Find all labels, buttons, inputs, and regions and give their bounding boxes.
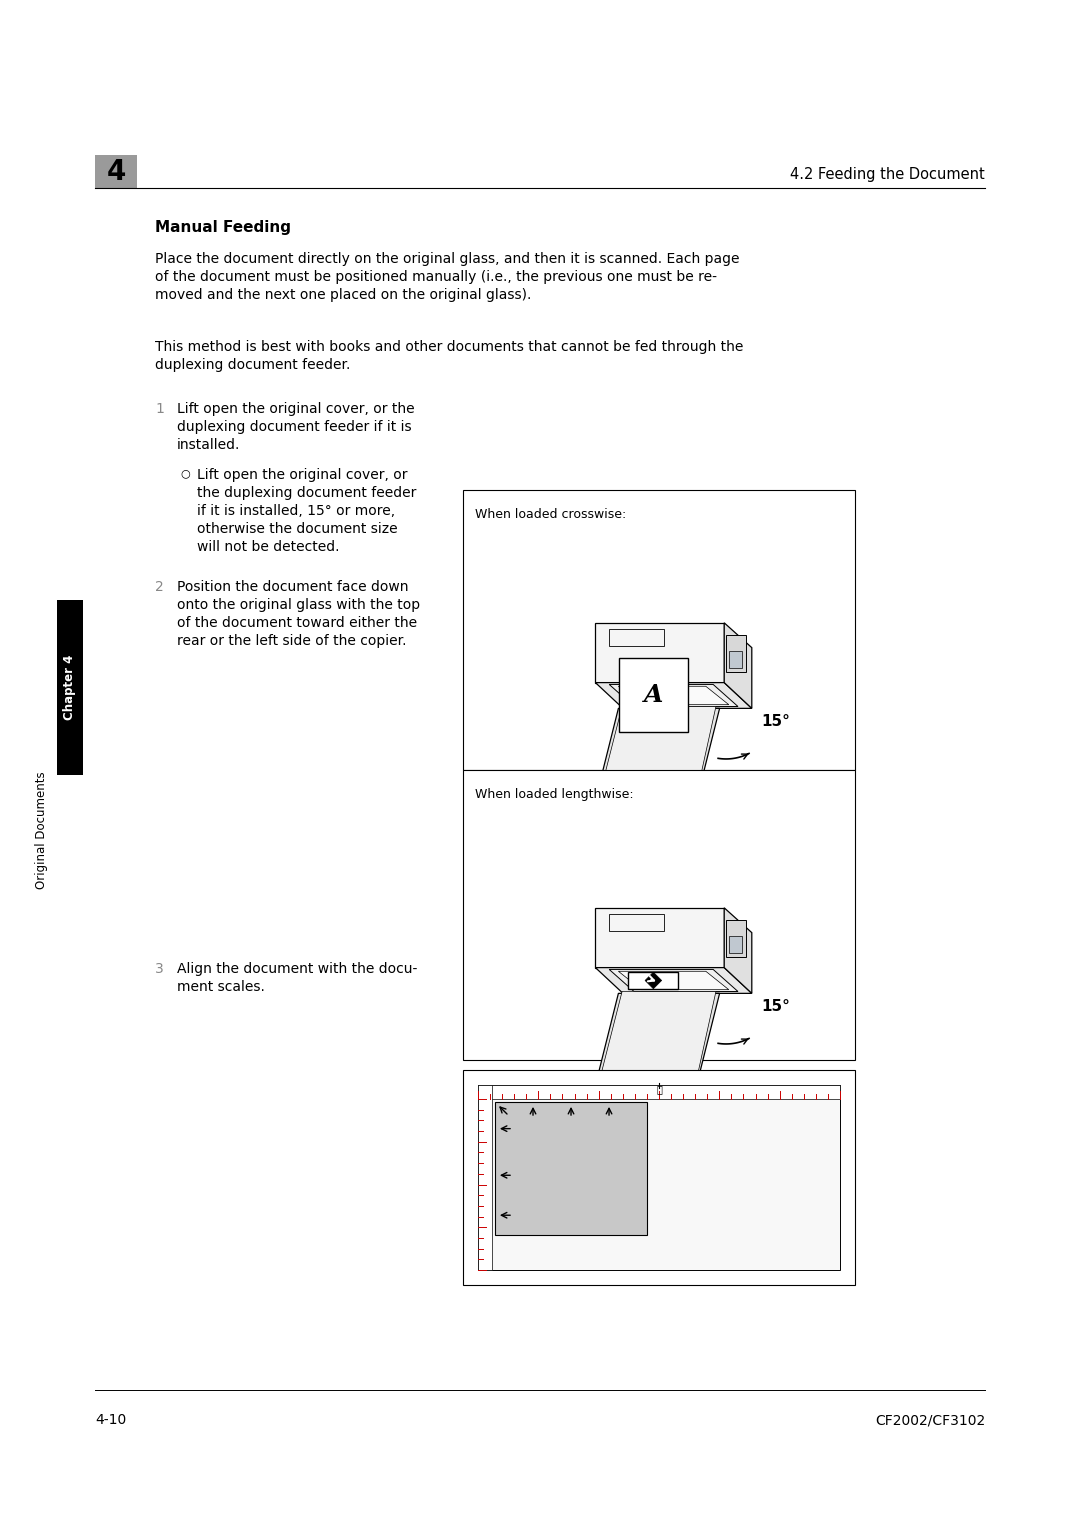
Text: Position the document face down: Position the document face down — [177, 581, 408, 594]
Text: Manual Feeding: Manual Feeding — [156, 220, 291, 235]
Polygon shape — [594, 706, 716, 814]
Bar — [729, 651, 742, 668]
Polygon shape — [594, 992, 716, 1100]
Text: When loaded lengthwise:: When loaded lengthwise: — [475, 788, 634, 801]
Text: onto the original glass with the top: onto the original glass with the top — [177, 597, 420, 613]
Polygon shape — [591, 709, 719, 819]
Polygon shape — [595, 908, 725, 967]
Bar — [463, 770, 855, 1060]
Text: A: A — [644, 683, 663, 706]
Polygon shape — [725, 623, 752, 709]
Text: This method is best with books and other documents that cannot be fed through th: This method is best with books and other… — [156, 341, 743, 354]
Text: will not be detected.: will not be detected. — [197, 539, 339, 555]
Text: rear or the left side of the copier.: rear or the left side of the copier. — [177, 634, 406, 648]
Text: duplexing document feeder.: duplexing document feeder. — [156, 358, 350, 371]
Text: Original Documents: Original Documents — [36, 772, 49, 889]
Bar — [726, 920, 746, 957]
Text: 15°: 15° — [761, 714, 789, 729]
Bar — [726, 634, 746, 672]
Text: 1: 1 — [156, 402, 164, 416]
Bar — [495, 1102, 647, 1235]
Bar — [478, 1085, 840, 1270]
Bar — [478, 1085, 492, 1270]
Text: When loaded crosswise:: When loaded crosswise: — [475, 507, 626, 521]
Text: of the document must be positioned manually (i.e., the previous one must be re-: of the document must be positioned manua… — [156, 270, 717, 284]
Polygon shape — [609, 969, 738, 992]
Polygon shape — [645, 972, 662, 989]
Text: ○: ○ — [180, 468, 190, 478]
Bar — [478, 1085, 840, 1099]
Polygon shape — [725, 908, 752, 993]
Bar — [729, 937, 742, 953]
Text: 4-10: 4-10 — [95, 1413, 126, 1427]
Bar — [463, 1070, 855, 1285]
Text: moved and the next one placed on the original glass).: moved and the next one placed on the ori… — [156, 287, 531, 303]
Text: 2: 2 — [156, 581, 164, 594]
Text: 15°: 15° — [761, 999, 789, 1013]
Text: duplexing document feeder if it is: duplexing document feeder if it is — [177, 420, 411, 434]
Text: Chapter 4: Chapter 4 — [64, 656, 77, 720]
Polygon shape — [619, 686, 729, 704]
Polygon shape — [609, 630, 664, 646]
Polygon shape — [595, 967, 752, 993]
Text: 4: 4 — [106, 157, 125, 185]
Polygon shape — [627, 688, 678, 704]
Text: ment scales.: ment scales. — [177, 979, 265, 995]
Polygon shape — [609, 914, 664, 931]
Text: Lift open the original cover, or the: Lift open the original cover, or the — [177, 402, 415, 416]
Text: of the document toward either the: of the document toward either the — [177, 616, 417, 630]
Text: 3: 3 — [156, 963, 164, 976]
Polygon shape — [619, 972, 729, 990]
Polygon shape — [591, 993, 719, 1103]
Text: the duplexing document feeder: the duplexing document feeder — [197, 486, 417, 500]
Polygon shape — [595, 623, 725, 683]
Text: Align the document with the docu-: Align the document with the docu- — [177, 963, 417, 976]
Text: ⬜: ⬜ — [656, 1083, 662, 1094]
Text: installed.: installed. — [177, 439, 241, 452]
Text: 4.2 Feeding the Document: 4.2 Feeding the Document — [791, 167, 985, 182]
Polygon shape — [627, 972, 678, 989]
Polygon shape — [595, 683, 752, 709]
Text: otherwise the document size: otherwise the document size — [197, 523, 397, 536]
Polygon shape — [609, 685, 738, 706]
Text: Place the document directly on the original glass, and then it is scanned. Each : Place the document directly on the origi… — [156, 252, 740, 266]
Bar — [95, 154, 137, 188]
Text: if it is installed, 15° or more,: if it is installed, 15° or more, — [197, 504, 395, 518]
Bar — [463, 490, 855, 770]
Bar — [57, 601, 83, 775]
Text: Lift open the original cover, or: Lift open the original cover, or — [197, 468, 407, 481]
Text: CF2002/CF3102: CF2002/CF3102 — [875, 1413, 985, 1427]
